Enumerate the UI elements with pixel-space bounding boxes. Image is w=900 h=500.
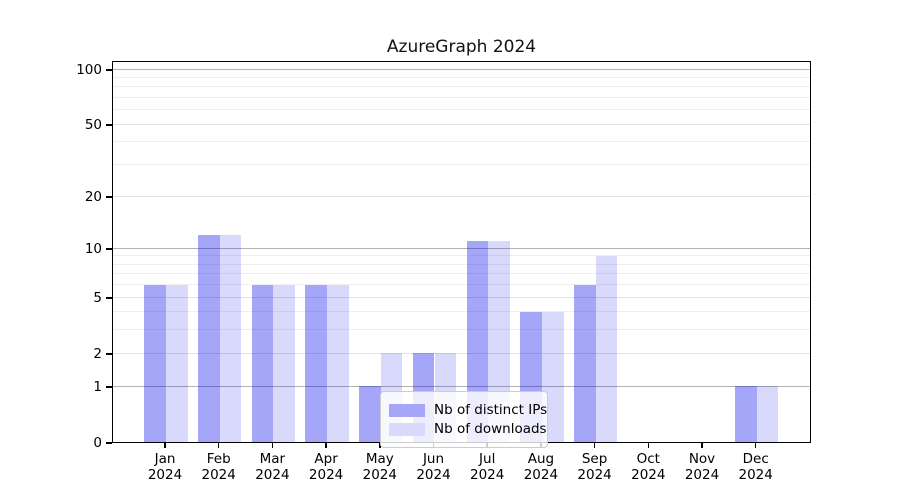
x-axis-tick-mar xyxy=(271,443,274,448)
gridline-10 xyxy=(113,247,810,249)
x-axis-tick-may xyxy=(379,443,381,448)
bar-downloads-sep xyxy=(595,255,618,442)
gridline-9 xyxy=(113,255,810,257)
x-axis-tick-label-oct: Oct 2024 xyxy=(631,451,666,483)
gridline-70 xyxy=(113,97,810,99)
x-axis-tick-label-nov: Nov 2024 xyxy=(684,451,720,483)
gridline-40 xyxy=(113,141,810,143)
y-axis-tick-2 xyxy=(106,353,112,355)
gridline-8 xyxy=(113,263,810,265)
gridline-100 xyxy=(113,68,810,70)
y-axis-tick-label-5: 5 xyxy=(93,290,102,307)
y-axis-tick-5 xyxy=(106,297,112,299)
x-axis-tick-label-jun: Jun 2024 xyxy=(416,451,451,483)
y-axis-tick-50 xyxy=(106,124,112,126)
bar-distinct-ips-mar xyxy=(251,284,274,442)
legend-swatch-distinct-ips xyxy=(389,403,425,417)
gridline-4 xyxy=(113,311,810,313)
bar-downloads-apr xyxy=(327,284,349,442)
x-axis-tick-jan xyxy=(164,443,166,448)
x-axis-tick-nov xyxy=(701,443,703,448)
x-axis-tick-dec xyxy=(754,443,757,448)
gridline-7 xyxy=(113,273,810,275)
x-axis-tick-label-aug: Aug 2024 xyxy=(523,451,559,483)
bar-distinct-ips-dec xyxy=(735,386,757,442)
x-axis-tick-label-sep: Sep 2024 xyxy=(577,451,612,483)
gridline-90 xyxy=(113,77,810,78)
y-axis-tick-1 xyxy=(106,385,112,388)
legend-row-distinct-ips: Nb of distinct IPs xyxy=(389,402,547,418)
bar-distinct-ips-apr xyxy=(305,284,328,442)
chart-title: AzureGraph 2024 xyxy=(386,37,537,57)
y-axis-tick-label-2: 2 xyxy=(93,346,102,363)
x-axis-tick-label-mar: Mar 2024 xyxy=(255,451,290,483)
x-axis-tick-label-apr: Apr 2024 xyxy=(308,451,344,483)
x-axis-tick-apr xyxy=(325,443,327,448)
x-axis-tick-feb xyxy=(217,443,220,448)
y-axis-tick-label-0: 0 xyxy=(93,435,102,451)
gridline-60 xyxy=(113,109,810,111)
gridline-3 xyxy=(113,329,810,331)
bar-downloads-feb xyxy=(219,234,242,442)
y-axis-tick-label-1: 1 xyxy=(93,378,102,395)
x-axis-tick-sep xyxy=(593,443,596,448)
x-axis-tick-label-may: May 2024 xyxy=(362,451,397,483)
bar-distinct-ips-sep xyxy=(573,284,596,442)
y-axis-tick-0 xyxy=(106,442,112,444)
gridline-6 xyxy=(113,284,810,286)
x-axis-tick-label-dec: Dec 2024 xyxy=(738,451,773,483)
y-axis-tick-label-10: 10 xyxy=(84,241,102,258)
x-axis-tick-label-jul: Jul 2024 xyxy=(470,451,505,483)
bar-downloads-dec xyxy=(756,386,779,442)
legend: Nb of distinct IPs Nb of downloads xyxy=(380,391,548,448)
y-axis-tick-label-100: 100 xyxy=(76,62,102,79)
y-axis-tick-10 xyxy=(106,248,112,250)
bar-distinct-ips-may xyxy=(359,386,381,442)
gridline-1 xyxy=(113,385,810,387)
gridline-30 xyxy=(113,164,810,166)
bar-distinct-ips-feb xyxy=(198,234,220,442)
gridline-20 xyxy=(113,195,810,197)
gridline-80 xyxy=(113,86,810,88)
legend-label-distinct-ips: Nb of distinct IPs xyxy=(434,402,548,418)
gridline-50 xyxy=(113,123,810,125)
y-axis-tick-label-20: 20 xyxy=(84,188,102,205)
y-axis-tick-20 xyxy=(106,195,112,198)
gridline-5 xyxy=(113,296,810,298)
x-axis-tick-label-feb: Feb 2024 xyxy=(201,451,236,483)
legend-row-downloads: Nb of downloads xyxy=(389,421,547,437)
bar-downloads-mar xyxy=(273,284,296,442)
gridline-2 xyxy=(113,352,810,354)
x-axis-tick-oct xyxy=(647,443,650,448)
y-axis-tick-100 xyxy=(106,69,112,71)
x-axis-tick-label-jan: Jan 2024 xyxy=(147,451,183,483)
legend-swatch-downloads xyxy=(389,422,425,436)
y-axis-tick-label-50: 50 xyxy=(84,117,102,134)
bar-downloads-jan xyxy=(166,284,188,442)
plot-area: Nb of distinct IPs Nb of downloads xyxy=(112,61,811,448)
legend-label-downloads: Nb of downloads xyxy=(434,421,547,437)
bar-distinct-ips-jan xyxy=(144,284,166,442)
